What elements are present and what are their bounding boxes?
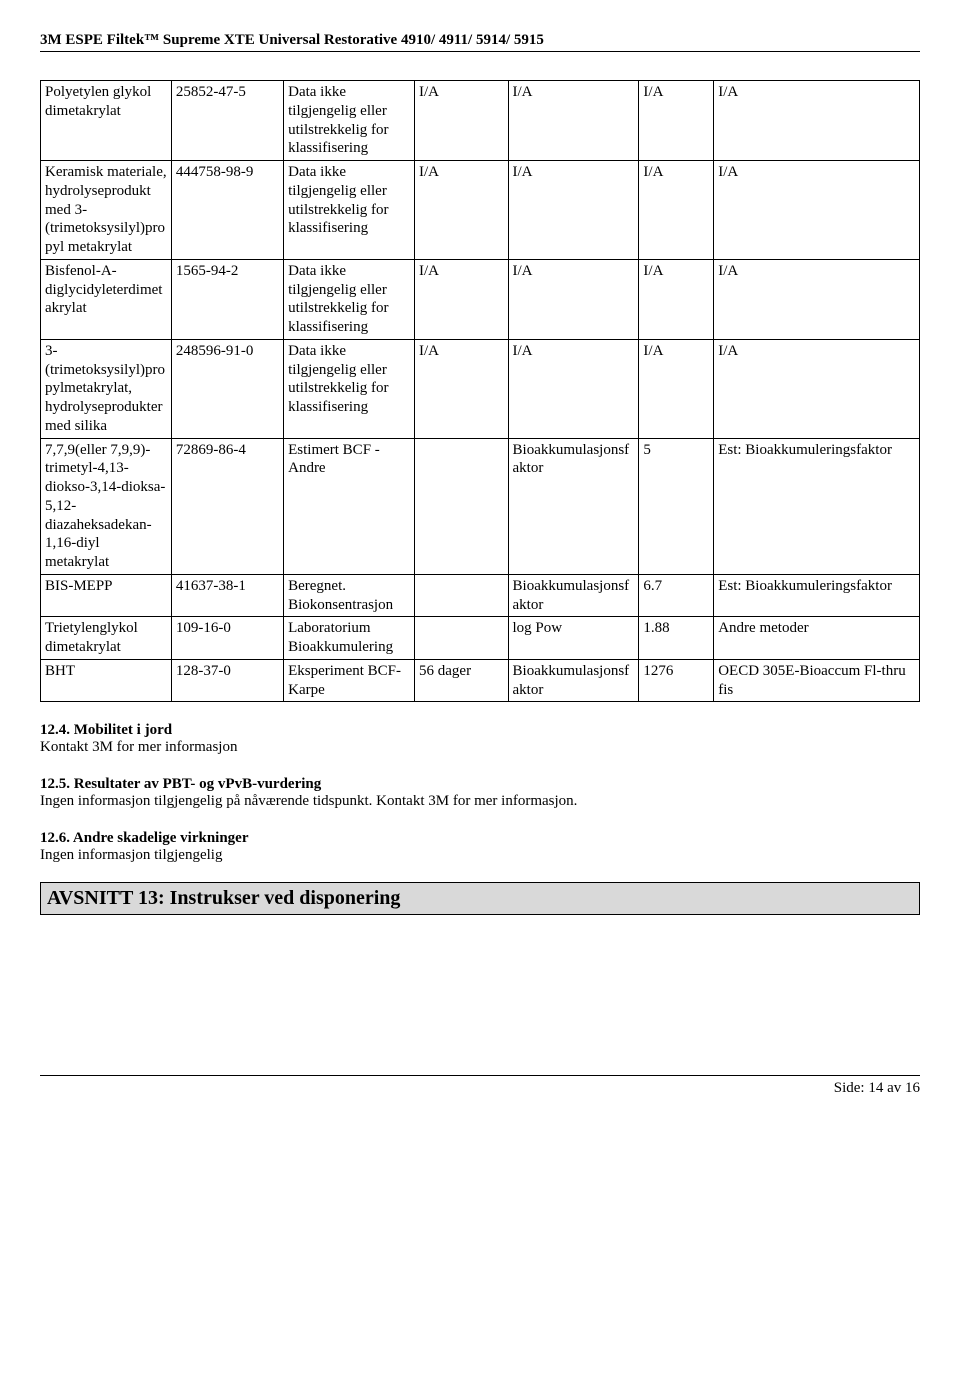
section-13-heading-box: AVSNITT 13: Instrukser ved disponering [40, 882, 920, 915]
table-cell: Data ikke tilgjengelig eller utilstrekke… [284, 161, 415, 260]
table-cell: 1565-94-2 [171, 259, 283, 339]
section-12-5-heading: 12.5. Resultater av PBT- og vPvB-vurderi… [40, 776, 920, 793]
section-12-4-heading: 12.4. Mobilitet i jord [40, 722, 920, 739]
table-cell [415, 574, 509, 617]
table-cell: 109-16-0 [171, 617, 283, 660]
table-row: BHT128-37-0Eksperiment BCF-Karpe56 dager… [41, 659, 920, 702]
table-cell: BHT [41, 659, 172, 702]
table-cell: I/A [508, 81, 639, 161]
table-cell: 56 dager [415, 659, 509, 702]
table-row: 7,7,9(eller 7,9,9)-trimetyl-4,13-diokso-… [41, 438, 920, 574]
table-cell: OECD 305E-Bioaccum Fl-thru fis [714, 659, 920, 702]
table-cell: BIS-MEPP [41, 574, 172, 617]
table-cell: I/A [639, 161, 714, 260]
table-cell: 25852-47-5 [171, 81, 283, 161]
table-cell: Polyetylen glykol dimetakrylat [41, 81, 172, 161]
table-cell: Eksperiment BCF-Karpe [284, 659, 415, 702]
table-cell: 248596-91-0 [171, 339, 283, 438]
table-cell: Data ikke tilgjengelig eller utilstrekke… [284, 339, 415, 438]
section-12-6-heading: 12.6. Andre skadelige virkninger [40, 830, 920, 847]
table-cell [415, 617, 509, 660]
table-cell: I/A [714, 81, 920, 161]
table-cell: Keramisk materiale, hydrolyseprodukt med… [41, 161, 172, 260]
table-cell: Bisfenol-A-diglycidyleterdimetakrylat [41, 259, 172, 339]
table-cell: Bioakkumulasjonsfaktor [508, 659, 639, 702]
table-cell: I/A [415, 161, 509, 260]
table-cell: I/A [415, 339, 509, 438]
table-cell: I/A [639, 259, 714, 339]
table-cell: 1.88 [639, 617, 714, 660]
table-cell: I/A [508, 259, 639, 339]
section-12-4-body: Kontakt 3M for mer informasjon [40, 739, 920, 756]
page-footer: Side: 14 av 16 [40, 1075, 920, 1097]
page-number: Side: 14 av 16 [834, 1080, 920, 1096]
table-cell: I/A [714, 259, 920, 339]
table-cell: I/A [415, 81, 509, 161]
table-cell: 128-37-0 [171, 659, 283, 702]
table-cell: Estimert BCF - Andre [284, 438, 415, 574]
table-cell: log Pow [508, 617, 639, 660]
table-cell: 6.7 [639, 574, 714, 617]
table-cell: Bioakkumulasjonsfaktor [508, 438, 639, 574]
table-cell: 3-(trimetoksysilyl)propylmetakrylat, hyd… [41, 339, 172, 438]
table-row: Bisfenol-A-diglycidyleterdimetakrylat156… [41, 259, 920, 339]
table-cell: Laboratorium Bioakkumulering [284, 617, 415, 660]
table-cell: Est: Bioakkumuleringsfaktor [714, 438, 920, 574]
table-row: Polyetylen glykol dimetakrylat25852-47-5… [41, 81, 920, 161]
table-cell: Andre metoder [714, 617, 920, 660]
table-cell: Data ikke tilgjengelig eller utilstrekke… [284, 259, 415, 339]
table-cell: 1276 [639, 659, 714, 702]
table-cell: I/A [508, 161, 639, 260]
table-row: BIS-MEPP41637-38-1Beregnet. Biokonsentra… [41, 574, 920, 617]
table-cell: I/A [639, 339, 714, 438]
table-row: 3-(trimetoksysilyl)propylmetakrylat, hyd… [41, 339, 920, 438]
table-row: Trietylenglykol dimetakrylat109-16-0Labo… [41, 617, 920, 660]
table-cell: 5 [639, 438, 714, 574]
table-cell: I/A [415, 259, 509, 339]
table-cell: I/A [714, 161, 920, 260]
table-cell: Bioakkumulasjonsfaktor [508, 574, 639, 617]
table-cell: I/A [639, 81, 714, 161]
section-12-5-body: Ingen informasjon tilgjengelig på nåvære… [40, 793, 920, 810]
table-cell: Trietylenglykol dimetakrylat [41, 617, 172, 660]
table-cell: 72869-86-4 [171, 438, 283, 574]
table-cell: Data ikke tilgjengelig eller utilstrekke… [284, 81, 415, 161]
table-cell: I/A [508, 339, 639, 438]
substance-table: Polyetylen glykol dimetakrylat25852-47-5… [40, 80, 920, 702]
document-header: 3M ESPE Filtek™ Supreme XTE Universal Re… [40, 32, 920, 52]
table-cell: 444758-98-9 [171, 161, 283, 260]
section-12-6-body: Ingen informasjon tilgjengelig [40, 847, 920, 864]
table-cell [415, 438, 509, 574]
table-cell: Est: Bioakkumuleringsfaktor [714, 574, 920, 617]
table-cell: I/A [714, 339, 920, 438]
table-cell: 7,7,9(eller 7,9,9)-trimetyl-4,13-diokso-… [41, 438, 172, 574]
table-row: Keramisk materiale, hydrolyseprodukt med… [41, 161, 920, 260]
table-cell: 41637-38-1 [171, 574, 283, 617]
table-cell: Beregnet. Biokonsentrasjon [284, 574, 415, 617]
